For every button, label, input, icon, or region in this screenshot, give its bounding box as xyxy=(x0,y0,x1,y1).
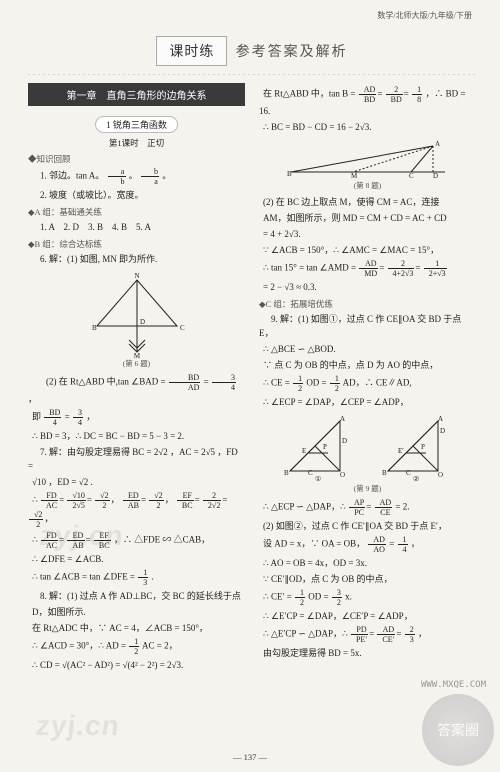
b8e: ∴ CD = √(AC² − AD²) = √(4² − 2²) = 2√3. xyxy=(28,658,245,672)
section-pill: 1 锐角三角函数 xyxy=(28,116,245,133)
page-number: — 137 — xyxy=(0,752,500,762)
chapter-bar: 第一章 直角三角形的边角关系 xyxy=(28,83,245,106)
r7: ∴ tan 15° = tan ∠AMD = ADMD= 24+2√3= 12+… xyxy=(259,259,476,278)
a-answers: 1. A 2. D 3. B 4. B 5. A xyxy=(28,220,245,234)
b7d: ∴ FDAC= EDAB= EFBC ，∴ △FDE ∽ △CAB， xyxy=(28,531,245,550)
svg-text:B: B xyxy=(92,324,97,332)
figure-8-caption: (第 8 题) xyxy=(259,180,476,191)
b8a: 8. 解：(1) 过点 A 作 AD⊥BC，交 BC 的延长线于点 xyxy=(28,589,245,603)
content-columns: 第一章 直角三角形的边角关系 1 锐角三角函数 第1课时 正切 ◆知识回顾 1.… xyxy=(28,83,476,674)
page: 数学/北师大版/九年级/下册 课时练 参考答案及解析 第一章 直角三角形的边角关… xyxy=(0,0,500,772)
heading-a: ◆A 组：基础通关练 xyxy=(28,206,245,218)
r9b: ∴ △BCE ∽ △BOD. xyxy=(259,342,476,356)
r5: = 4 + 2√3. xyxy=(259,227,476,241)
title-sub: 参考答案及解析 xyxy=(236,41,348,61)
r9n: 由勾股定理易得 BD = 5x. xyxy=(259,646,476,660)
b7e: ∴ ∠DFE = ∠ACB. xyxy=(28,552,245,566)
svg-text:M: M xyxy=(351,172,358,180)
left-column: 第一章 直角三角形的边角关系 1 锐角三角函数 第1课时 正切 ◆知识回顾 1.… xyxy=(28,83,245,674)
r9c: ∵ 点 C 为 OB 的中点，点 D 为 AO 的中点， xyxy=(259,358,476,372)
r2: ∴ BC = BD − CD = 16 − 2√3. xyxy=(259,120,476,134)
watermark-2: zyj.cn xyxy=(34,710,121,742)
svg-text:D: D xyxy=(433,172,438,180)
figure-9-caption: (第 9 题) xyxy=(259,483,476,494)
svg-text:C: C xyxy=(406,469,411,477)
svg-text:C: C xyxy=(409,172,414,180)
right-column: 在 Rt△ABD 中，tan B = ADBD= 2BD= 18 ，∴ BD =… xyxy=(259,83,476,674)
k2: 2. 坡度（或坡比）。宽度。 xyxy=(28,188,245,202)
b8d: ∴ ∠ACD = 30°，∴ AD = 12 AC = 2， xyxy=(28,637,245,656)
svg-text:D: D xyxy=(440,427,445,435)
svg-text:O: O xyxy=(340,471,345,479)
svg-text:P: P xyxy=(421,443,425,451)
title-box: 课时练 xyxy=(156,36,227,66)
svg-text:B: B xyxy=(382,469,387,477)
svg-text:P: P xyxy=(323,443,327,451)
svg-text:E′: E′ xyxy=(398,447,404,455)
heading-knowledge: ◆知识回顾 xyxy=(28,153,245,165)
r9e: ∴ ∠ECP = ∠DAP，∠CEP = ∠ADP， xyxy=(259,395,476,409)
svg-text:C: C xyxy=(180,324,185,332)
r9g: (2) 如图②，过点 C 作 CE′∥OA 交 BD 于点 E′， xyxy=(259,519,476,533)
figure-6-caption: (第 6 题) xyxy=(28,358,245,369)
k1-frac2: ba xyxy=(141,167,159,186)
b7c: ∴ FDAC= √102√5= √22， EDAB= √22， EFBC= 22… xyxy=(28,491,245,529)
title-divider xyxy=(28,74,476,75)
svg-text:A: A xyxy=(340,415,345,423)
svg-text:B: B xyxy=(287,170,292,178)
r9d: ∴ CE = 12 OD = 12 AD，∴ CE∥AD, xyxy=(259,374,476,393)
r4: AM，如图所示，则 MD = CM + CD = AC + CD xyxy=(259,211,476,225)
r9j: ∵ CE′∥OD，点 C 为 OB 的中点， xyxy=(259,572,476,586)
k1: 1. 邻边。tan A。 ab 。 ba 。 xyxy=(28,167,245,186)
svg-text:①: ① xyxy=(315,475,321,483)
r9l: ∴ ∠E′CP = ∠DAP，∠CE′P = ∠ADP， xyxy=(259,609,476,623)
r8: = 2 − √3 ≈ 0.3. xyxy=(259,280,476,294)
svg-text:N: N xyxy=(134,272,139,280)
b6b: (2) 在 Rt△ABD 中,tan ∠BAD = BDAD = 34 ， xyxy=(28,373,245,406)
b8b: D，如图所示. xyxy=(28,605,245,619)
subsection: 第1课时 正切 xyxy=(28,137,245,149)
svg-text:A: A xyxy=(435,140,440,148)
heading-b: ◆B 组：综合达标练 xyxy=(28,238,245,250)
r6: ∵ ∠ACB = 150°，∴ ∠AMC = ∠MAC = 15°， xyxy=(259,243,476,257)
svg-text:②: ② xyxy=(413,475,419,483)
site-watermark: WWW.MXQE.COM xyxy=(421,680,486,690)
section-pill-label: 1 锐角三角函数 xyxy=(95,116,178,133)
b6d: ∴ BD = 3，∴ DC = BC − BD = 5 − 3 = 2. xyxy=(28,429,245,443)
svg-text:E: E xyxy=(302,447,306,455)
b6a: 6. 解：(1) 如图, MN 即为所作. xyxy=(28,252,245,266)
svg-text:C: C xyxy=(308,469,313,477)
svg-text:D: D xyxy=(140,318,145,326)
title-row: 课时练 参考答案及解析 xyxy=(28,36,476,66)
r3: (2) 在 BC 边上取点 M，使得 CM = AC，连接 xyxy=(259,195,476,209)
r1: 在 Rt△ABD 中，tan B = ADBD= 2BD= 18 ，∴ BD =… xyxy=(259,85,476,118)
svg-text:B: B xyxy=(284,469,289,477)
r9f: ∴ △ECP ∽ △DAP，∴ APPC= ADCE = 2. xyxy=(259,498,476,517)
figure-8: B M C D A (第 8 题) xyxy=(259,138,476,191)
svg-text:D: D xyxy=(342,437,347,445)
b6c: 即 BD4 = 34 ， xyxy=(28,408,245,427)
heading-c: ◆C 组：拓展培优练 xyxy=(259,298,476,310)
r9m: ∴ △E′CP ∽ △DAP，∴ PDPE′= ADCE′= 23 ， xyxy=(259,625,476,644)
r9i: ∴ AO = OB = 4x，OD = 3x. xyxy=(259,556,476,570)
b7a: 7. 解：由勾股定理易得 BC = 2√2 ，AC = 2√5 ，FD = xyxy=(28,445,245,473)
r9h: 设 AD = x，∵ OA = OB， ADAO = 14 ， xyxy=(259,535,476,554)
r9k: ∴ CE′ = 12 OD = 32 x. xyxy=(259,588,476,607)
header-breadcrumb: 数学/北师大版/九年级/下册 xyxy=(377,10,472,21)
b7b: √10 ，ED = √2 . xyxy=(28,475,245,489)
r9a: 9. 解：(1) 如图①，过点 C 作 CE∥OA 交 BD 于点 E， xyxy=(259,312,476,340)
b8c: 在 Rt△ADC 中，∵ AC = 4，∠ACB = 150°， xyxy=(28,621,245,635)
b7f: ∴ tan ∠ACB = tan ∠DFE = 13 . xyxy=(28,568,245,587)
svg-text:A: A xyxy=(438,415,443,423)
figure-6: N B C D M (第 6 题) xyxy=(28,270,245,369)
svg-text:O: O xyxy=(438,471,443,479)
figure-9: A B O D C E P ① A xyxy=(259,413,476,494)
corner-badge: 答案圈 xyxy=(422,694,494,766)
k1-text: 1. 邻边。tan A。 xyxy=(40,171,104,181)
k1-frac1: ab xyxy=(108,167,126,186)
